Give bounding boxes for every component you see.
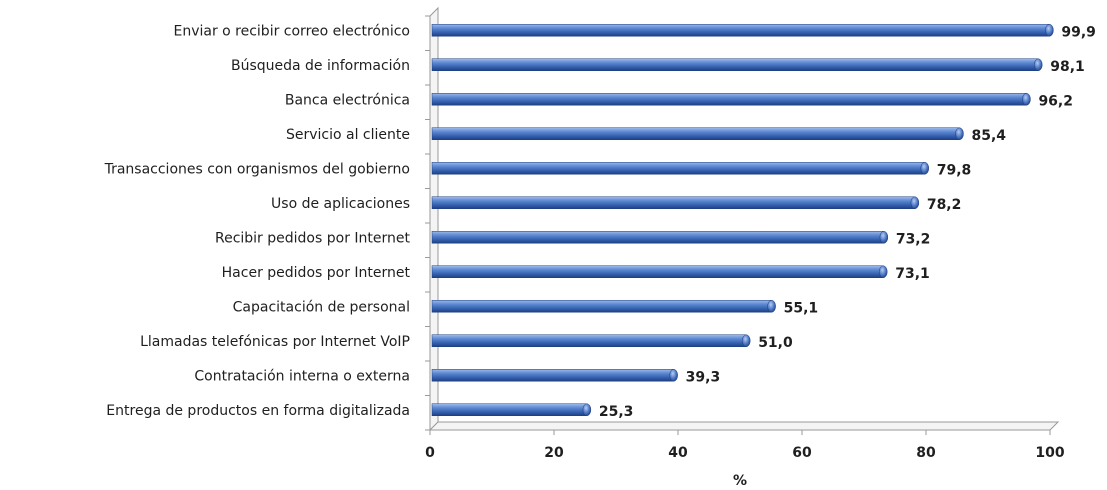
bar-cap [910, 196, 920, 209]
bar [431, 231, 885, 244]
bar [431, 196, 916, 209]
bars-group [431, 24, 1054, 416]
category-label: Búsqueda de información [231, 58, 410, 74]
category-label: Hacer pedidos por Internet [222, 265, 411, 281]
value-label: 85,4 [971, 128, 1006, 144]
labels-group: 0 20 40 60 80 100 Enviar o recibir correo elec… [104, 23, 1096, 461]
bar-cap [1033, 58, 1043, 71]
category-label: Llamadas telefónicas por Internet VoIP [140, 334, 410, 350]
value-label: 98,1 [1050, 59, 1085, 75]
bar [431, 127, 960, 140]
value-label: 73,1 [895, 266, 930, 282]
bar-cap [669, 369, 678, 382]
x-axis-title: % [733, 473, 747, 489]
bar-cap [1045, 24, 1054, 37]
bar-cap [878, 265, 888, 278]
bar-cap [879, 231, 889, 244]
category-label: Servicio al cliente [286, 127, 410, 143]
plot-area [425, 6, 1060, 435]
bar [431, 334, 747, 347]
bar [431, 265, 884, 278]
bar-cap [1022, 93, 1031, 106]
category-label: Transacciones con organismos del gobiern… [104, 161, 410, 177]
category-label: Enviar o recibir correo electrónico [173, 23, 410, 39]
bar-cap [920, 162, 930, 175]
value-label: 39,3 [686, 369, 721, 385]
bar [431, 162, 926, 175]
x-tick-label: 100 [1035, 445, 1064, 461]
category-label: Capacitación de personal [233, 299, 410, 315]
x-tick-label: 0 [425, 445, 435, 461]
bar [431, 93, 1027, 106]
x-tick-label: 60 [792, 445, 812, 461]
category-label: Contratación interna o externa [194, 368, 410, 384]
category-label: Entrega de productos en forma digitaliza… [106, 403, 410, 419]
floor [428, 421, 1060, 431]
value-label: 99,9 [1061, 24, 1096, 40]
value-label: 79,8 [937, 162, 972, 178]
value-label: 55,1 [784, 300, 819, 316]
left-wall [429, 6, 439, 432]
value-label: 96,2 [1038, 93, 1073, 109]
value-label: 25,3 [599, 404, 634, 420]
bar-cap [955, 127, 964, 140]
category-label: Uso de aplicaciones [271, 196, 410, 212]
bar [431, 369, 674, 382]
category-label: Banca electrónica [285, 92, 410, 108]
bar [431, 300, 772, 313]
bar [431, 24, 1050, 37]
value-label: 51,0 [758, 335, 793, 351]
bar-cap [767, 300, 776, 313]
x-tick-label: 80 [916, 445, 936, 461]
x-tick-label: 20 [544, 445, 564, 461]
bar-cap [741, 334, 751, 347]
value-label: 78,2 [927, 197, 962, 213]
bar [431, 58, 1039, 71]
x-tick-label: 40 [668, 445, 688, 461]
value-label: 73,2 [896, 231, 931, 247]
bar-cap [582, 403, 592, 416]
category-label: Recibir pedidos por Internet [215, 230, 411, 246]
bar [431, 403, 588, 416]
